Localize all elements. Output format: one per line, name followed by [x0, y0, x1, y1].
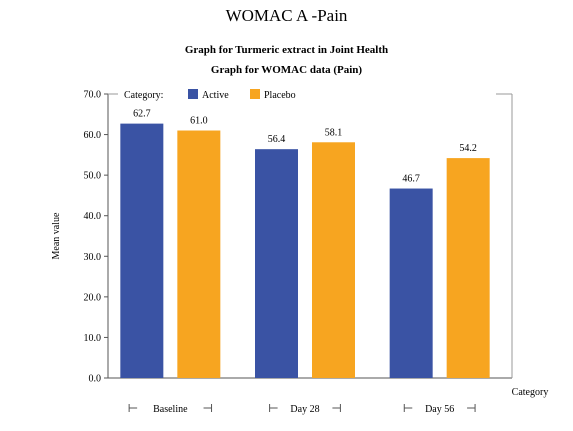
bar-active-day-56 [389, 188, 433, 378]
bar-placebo-baseline [177, 130, 221, 378]
bar-value-label: 54.2 [459, 143, 477, 154]
bar-active-baseline [120, 123, 164, 378]
y-tick-label: 10.0 [84, 333, 102, 344]
y-tick-label: 50.0 [84, 171, 102, 182]
bar-placebo-day-28 [312, 142, 355, 378]
legend-background [119, 86, 495, 102]
y-tick-label: 20.0 [84, 292, 102, 303]
legend-swatch-active [188, 89, 198, 99]
x-axis-label: Category [512, 387, 549, 398]
y-tick-label: 70.0 [84, 90, 102, 101]
chart-title: Graph for Turmeric extract in Joint Heal… [184, 44, 389, 56]
y-axis-label: Mean value [51, 212, 62, 259]
y-tick-label: 40.0 [84, 211, 102, 222]
bar-value-label: 56.4 [268, 134, 286, 145]
x-tick-label: Day 28 [290, 404, 319, 415]
legend-label-placebo: Placebo [264, 90, 296, 101]
x-tick-label: Baseline [153, 404, 188, 415]
legend-title: Category: [124, 90, 163, 101]
bar-value-label: 61.0 [190, 116, 208, 127]
legend-label-active: Active [202, 90, 229, 101]
y-tick-label: 60.0 [84, 130, 102, 141]
bar-value-label: 62.7 [133, 109, 151, 120]
y-tick-label: 0.0 [89, 374, 102, 385]
bar-value-label: 58.1 [325, 127, 343, 138]
chart-subtitle: Graph for WOMAC data (Pain) [210, 64, 363, 76]
bar-value-label: 46.7 [402, 174, 420, 185]
x-tick-label: Day 56 [425, 404, 454, 415]
page-title: WOMAC A -Pain [225, 6, 348, 25]
bar-placebo-day-56 [446, 158, 490, 378]
y-tick-label: 30.0 [84, 252, 102, 263]
bar-active-day-28 [255, 149, 298, 378]
legend-swatch-placebo [250, 89, 260, 99]
